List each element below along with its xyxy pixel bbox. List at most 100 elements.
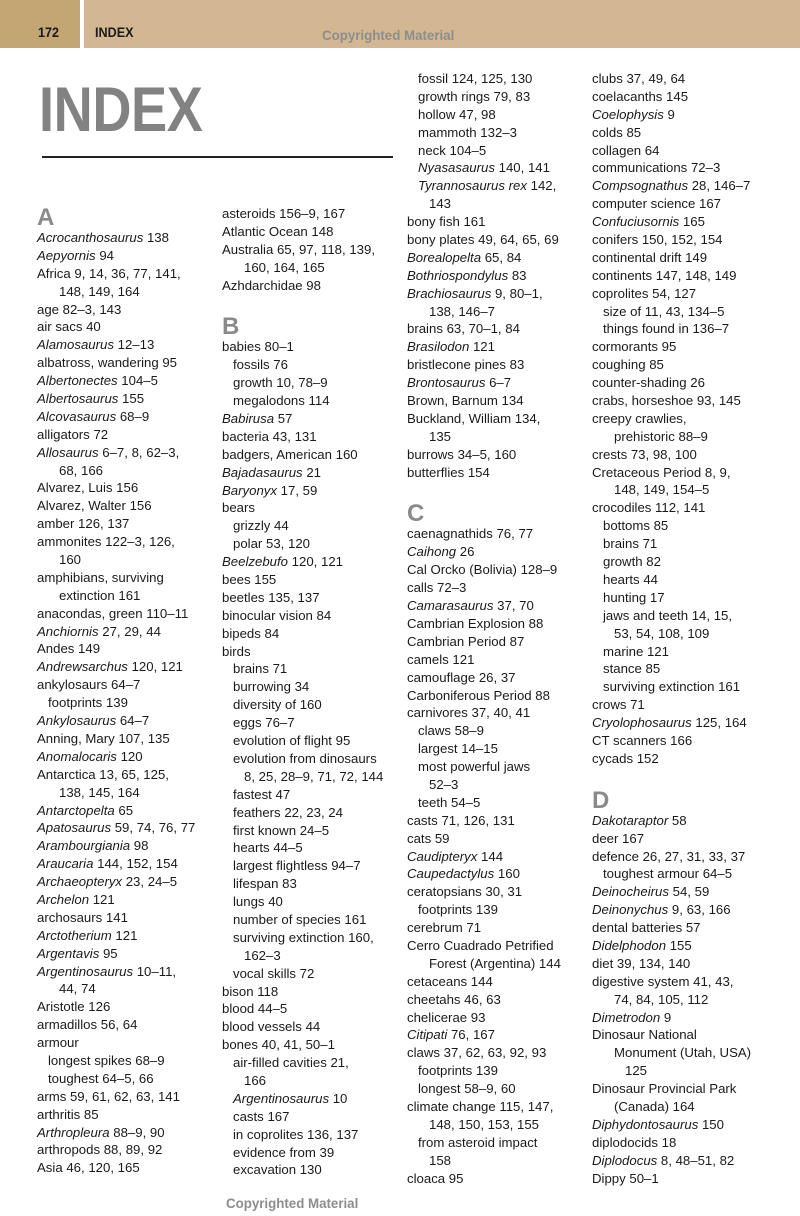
entry-text: bees 155 [222,572,277,588]
index-entry: Alamosaurus 12–13 [37,336,195,354]
index-entry: defence 26, 27, 31, 33, 37 [592,848,751,866]
index-entry-continuation: 68, 166 [37,462,195,480]
entry-text: colds 85 [592,124,642,140]
index-entry: binocular vision 84 [222,607,383,625]
index-subentry: size of 11, 43, 134–5 [592,303,751,321]
index-entry: Andrewsarchus 120, 121 [37,658,195,676]
entry-text: grizzly 44 [233,518,289,534]
entry-text: 12–13 [113,337,155,353]
index-entry: Albertonectes 104–5 [37,372,195,390]
entry-italic-term: Arctotherium [37,927,112,943]
entry-text: 155 [666,937,692,953]
index-entry: Coelophysis 9 [592,106,751,124]
entry-text: 120, 121 [127,659,183,675]
index-entry: Arctotherium 121 [37,927,195,945]
index-entry-continuation: 53, 54, 108, 109 [592,625,751,643]
entry-text: neck 104–5 [418,142,487,158]
entry-text: air sacs 40 [37,319,101,335]
entry-text: 160 [59,552,82,568]
entry-text: Dippy 50–1 [592,1170,659,1186]
index-entry: Aepyornis 94 [37,247,195,265]
index-entry: Compsognathus 28, 146–7 [592,177,751,195]
entry-text: coprolites 54, 127 [592,285,697,301]
index-subentry: claws 58–9 [407,722,561,740]
entry-text: blood vessels 44 [222,1019,321,1035]
entry-italic-term: Argentinosaurus [233,1090,330,1106]
index-entry-continuation: Forest (Argentina) 144 [407,955,561,973]
entry-text: lifespan 83 [233,876,297,892]
entry-italic-term: Albertosaurus [37,391,119,407]
index-entry: Brachiosaurus 9, 80–1, [407,285,561,303]
index-entry: Diphydontosaurus 150 [592,1116,751,1134]
entry-text: 98 [130,838,149,854]
index-subentry: vocal skills 72 [222,965,383,983]
index-subentry: footprints 139 [37,694,195,712]
entry-text: conifers 150, 152, 154 [592,232,723,248]
entry-italic-term: Coelophysis [592,106,664,122]
index-entry: cats 59 [407,830,561,848]
index-entry: Ankylosaurus 64–7 [37,712,195,730]
entry-text: 120, 121 [288,554,343,570]
index-entry: Argentinosaurus 10–11, [37,963,195,981]
index-entry: armadillos 56, 64 [37,1016,195,1034]
entry-text: footprints 139 [48,695,128,711]
entry-text: armour [37,1035,79,1051]
index-entry-continuation: 148, 150, 153, 155 [407,1116,561,1134]
index-entry: arthropods 88, 89, 92 [37,1141,195,1159]
entry-text: 9 [660,1009,672,1025]
entry-text: Cretaceous Period 8, 9, [592,464,731,480]
entry-text: diversity of 160 [233,697,322,713]
index-entry: climate change 115, 147, [407,1098,561,1116]
index-entry-continuation: 158 [407,1152,561,1170]
entry-text: Alvarez, Walter 156 [37,498,152,514]
index-entry: continental drift 149 [592,249,751,267]
entry-text: Alvarez, Luis 156 [37,480,139,496]
index-subentry: surviving extinction 161 [592,678,751,696]
entry-text: alligators 72 [37,426,109,442]
entry-text: 160 [494,866,520,882]
entry-text: Dinosaur Provincial Park [592,1081,737,1097]
index-entry: Cambrian Explosion 88 [407,615,561,633]
entry-text: megalodons 114 [233,393,330,409]
index-entry: cloaca 95 [407,1170,561,1188]
index-entry: cycads 152 [592,750,751,768]
index-entry: clubs 37, 49, 64 [592,70,751,88]
index-entry: babies 80–1 [222,338,383,356]
running-header: INDEX [95,24,134,40]
index-entry: Dakotaraptor 58 [592,812,751,830]
entry-text: brains 71 [603,536,658,552]
entry-italic-term: Anomalocaris [37,748,117,764]
entry-text: longest spikes 68–9 [48,1052,165,1068]
entry-text: largest 14–15 [418,741,498,757]
index-entry-continuation: 52–3 [407,776,561,794]
index-entry-continuation: 148, 149, 164 [37,283,195,301]
entry-text: 155 [118,391,145,407]
entry-text: creepy crawlies, [592,410,687,426]
index-entry: crows 71 [592,696,751,714]
entry-italic-term: Baryonyx [222,482,277,498]
entry-text: casts 71, 126, 131 [407,812,515,828]
index-entry: ceratopsians 30, 31 [407,883,561,901]
entry-text: Azhdarchidae 98 [222,277,321,293]
index-entry: carnivores 37, 40, 41 [407,704,561,722]
index-entry: Caupedactylus 160 [407,865,561,883]
index-subentry: toughest 64–5, 66 [37,1070,195,1088]
entry-text: cetaceans 144 [407,973,493,989]
entry-text: 59, 74, 76, 77 [111,820,196,836]
entry-text: largest flightless 94–7 [233,858,361,874]
entry-text: 138, 145, 164 [59,784,140,800]
entry-text: from asteroid impact [418,1134,538,1150]
index-subentry: number of species 161 [222,911,383,929]
page-number-block [0,0,80,48]
index-subentry: evolution from dinosaurs [222,750,383,768]
entry-text: chelicerae 93 [407,1009,486,1025]
index-entry: Cal Orcko (Bolivia) 128–9 [407,561,561,579]
index-entry: Alcovasaurus 68–9 [37,408,195,426]
entry-text: asteroids 156–9, 167 [222,206,346,221]
index-entry: Buckland, William 134, [407,410,561,428]
index-entry: communications 72–3 [592,159,751,177]
entry-text: bottoms 85 [603,518,669,534]
entry-italic-term: Archelon [37,891,90,907]
index-entry: caenagnathids 76, 77 [407,525,561,543]
index-entry: bears [222,499,383,517]
